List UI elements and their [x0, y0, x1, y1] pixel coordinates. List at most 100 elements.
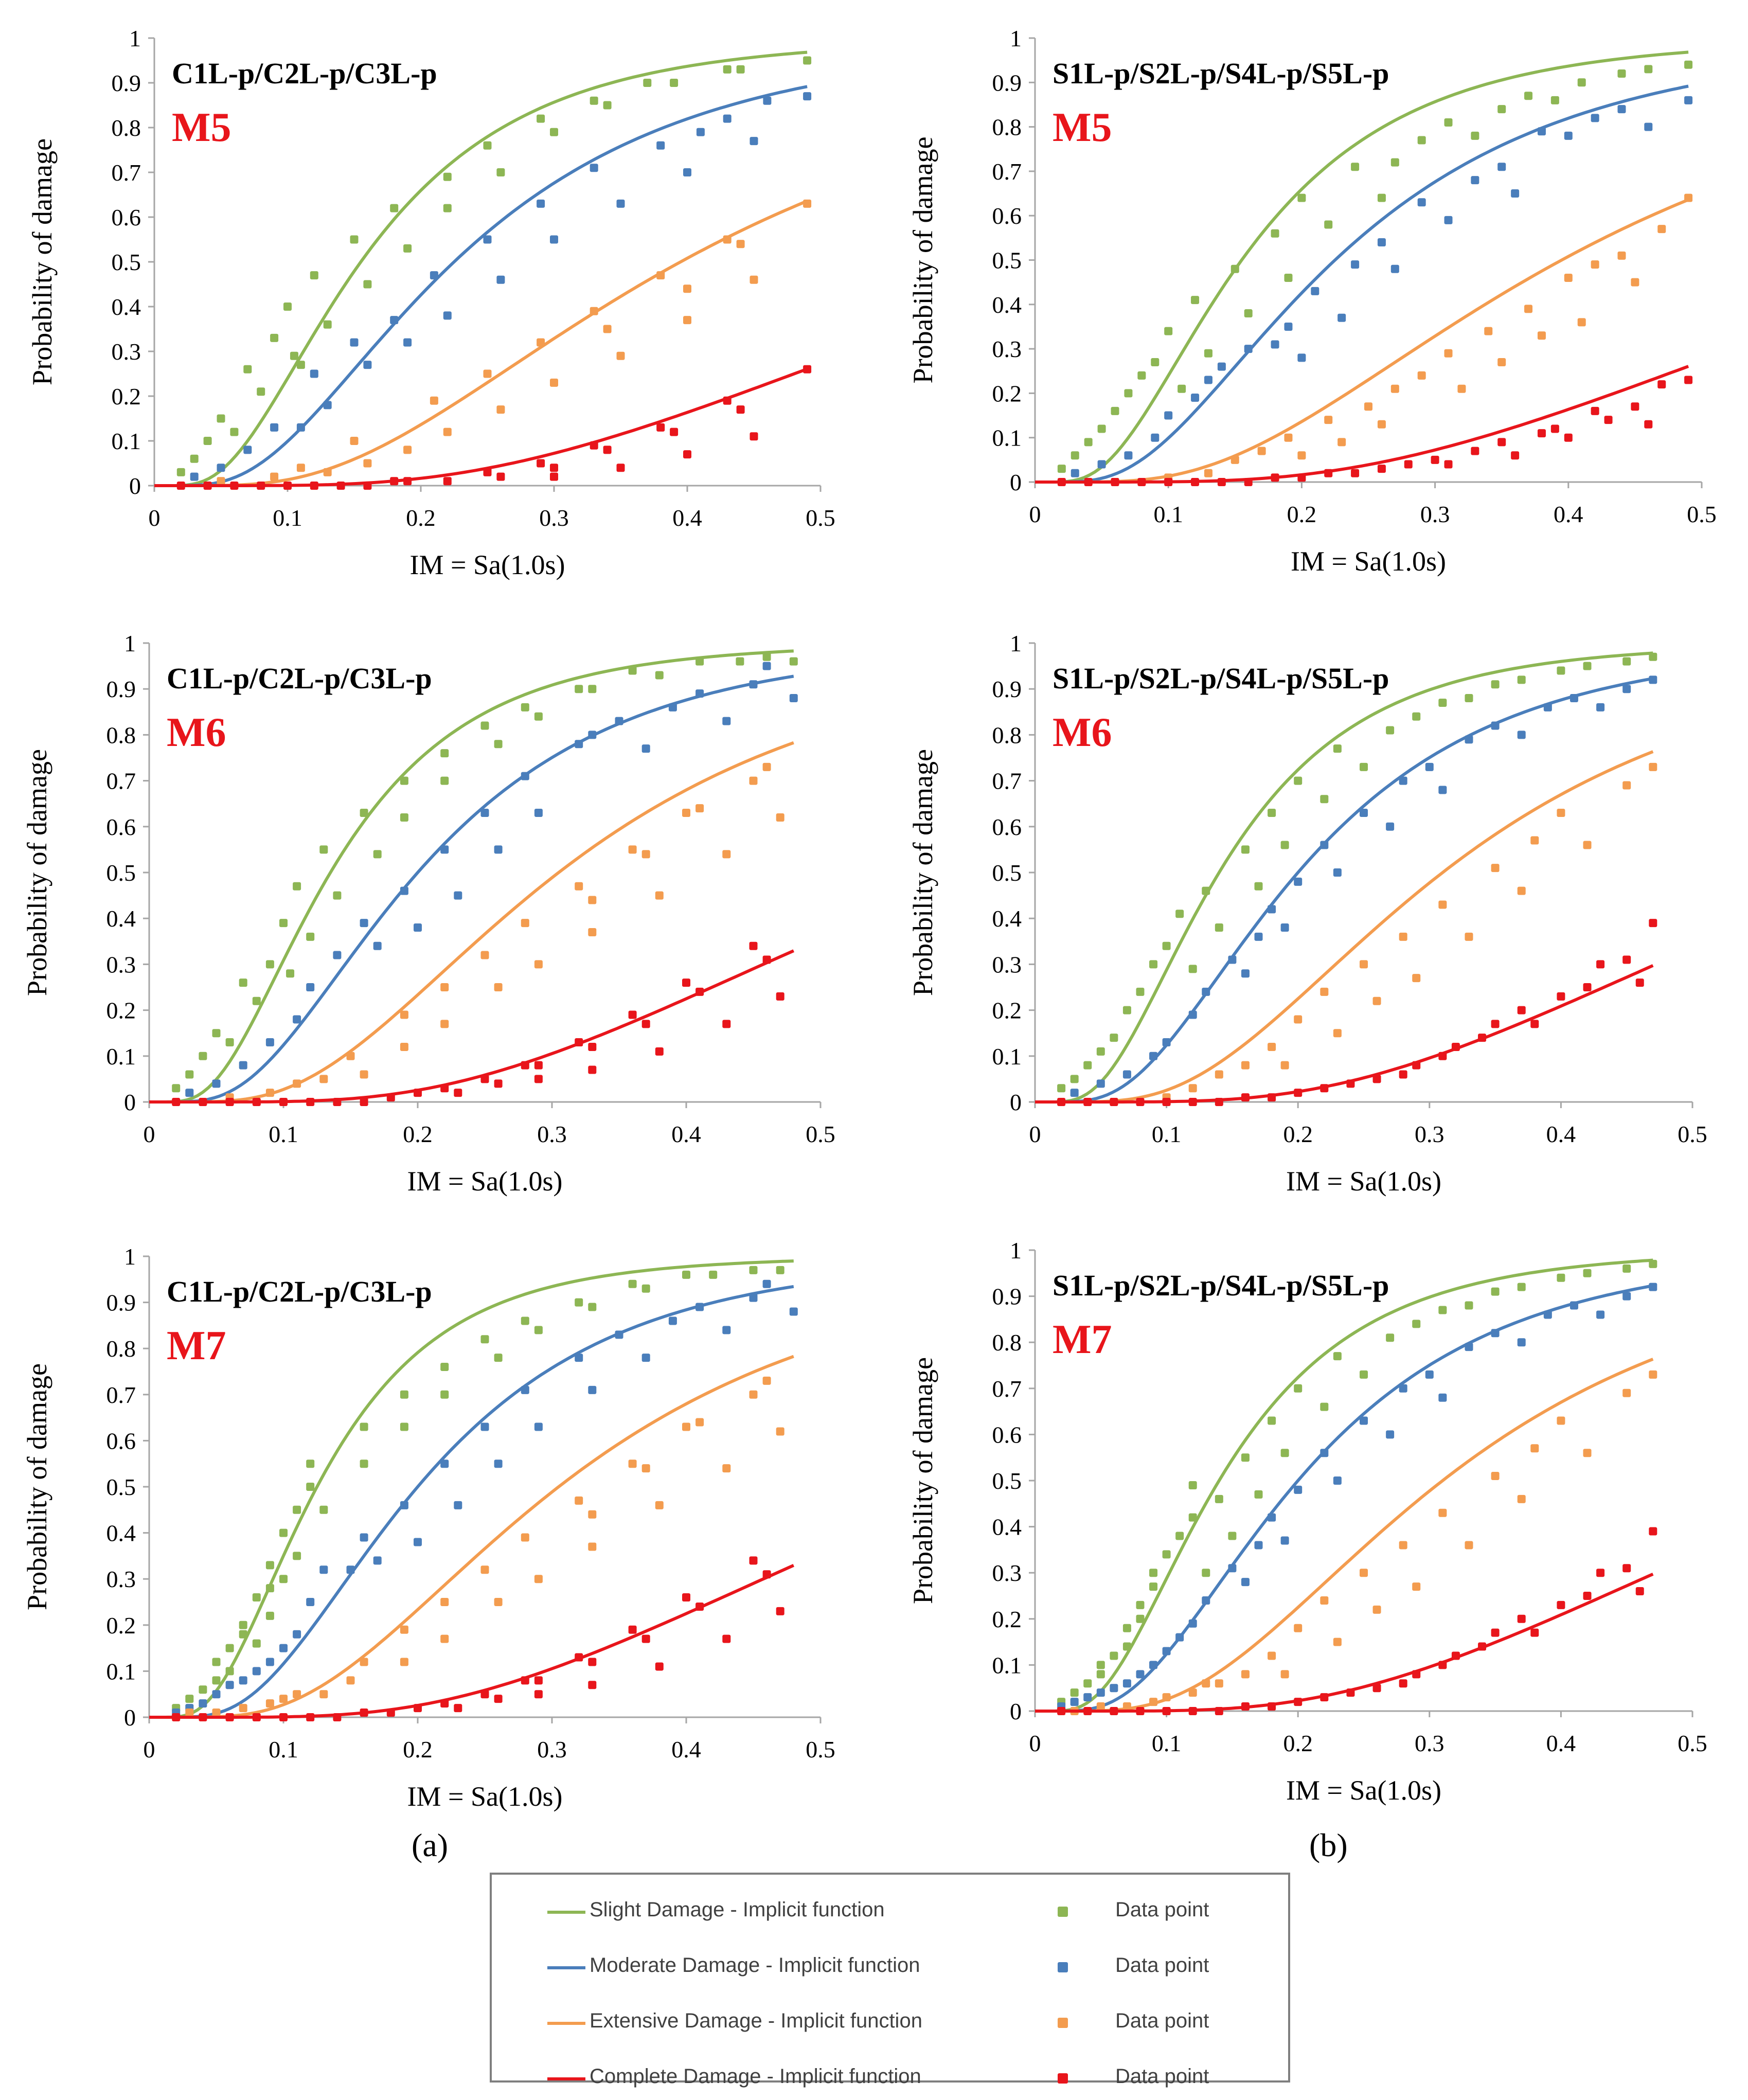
data-point-complete: [494, 1079, 503, 1088]
data-point-moderate: [575, 740, 583, 749]
y-tick-label: 0.7: [992, 1376, 1022, 1402]
data-point-complete: [683, 450, 691, 459]
data-point-moderate: [615, 717, 623, 725]
data-point-complete: [641, 1020, 650, 1028]
data-point-complete: [483, 468, 492, 476]
x-tick-label: 0.4: [672, 505, 702, 531]
chart-1: 0 0.1 0.2 0.3 0.4 0.5 0.6 0.7 0.8 0.9 1 0 0.1 0.2 0.3 0…: [27, 25, 835, 580]
data-point-extensive: [1360, 960, 1368, 969]
data-point-slight: [265, 1561, 274, 1570]
data-point-moderate: [1297, 353, 1306, 362]
chart-subtitle: M6: [167, 710, 226, 755]
data-point-moderate: [350, 338, 359, 347]
data-point-complete: [655, 1047, 664, 1056]
data-point-extensive: [239, 1704, 247, 1713]
data-point-slight: [1622, 657, 1631, 666]
data-point-extensive: [1649, 1370, 1657, 1379]
data-point-extensive: [1491, 1472, 1500, 1481]
data-point-moderate: [1122, 1679, 1131, 1688]
data-point-complete: [1294, 1089, 1303, 1097]
curve-extensive: [1035, 1358, 1654, 1713]
data-point-complete: [1491, 1628, 1500, 1637]
data-point-extensive: [776, 813, 784, 822]
data-point-extensive: [400, 1658, 408, 1666]
x-tick-label: 0.2: [1283, 1121, 1313, 1147]
data-point-extensive: [1280, 1670, 1289, 1679]
data-point-moderate: [480, 809, 489, 817]
y-axis-label: Probability of damage: [907, 749, 938, 996]
data-point-extensive: [403, 446, 412, 454]
data-point-slight: [776, 1266, 784, 1274]
chart-6: 0 0.1 0.2 0.3 0.4 0.5 0.6 0.7 0.8 0.9 1 0 0.1 0.2 0.3 0…: [907, 1237, 1707, 1806]
data-point-slight: [1188, 965, 1197, 973]
legend-line-complete: [547, 2077, 585, 2080]
legend-line-moderate: [547, 1966, 585, 1969]
chart-title: S1L-p/S2L-p/S4L-p/S5L-p: [1053, 57, 1389, 90]
data-point-slight: [1164, 327, 1173, 335]
data-point-complete: [722, 1634, 731, 1643]
y-axis-label: Probability of damage: [22, 749, 52, 996]
data-point-complete: [1471, 447, 1479, 455]
data-point-moderate: [360, 919, 368, 928]
data-point-slight: [293, 1505, 301, 1514]
y-axis-label: Probability of damage: [907, 137, 938, 384]
data-point-slight: [736, 65, 745, 74]
data-point-moderate: [1491, 721, 1500, 730]
data-point-extensive: [400, 1625, 408, 1634]
data-point-slight: [296, 361, 305, 369]
data-point-slight: [265, 1584, 274, 1593]
data-point-moderate: [534, 809, 543, 817]
data-point-extensive: [360, 1070, 368, 1079]
data-point-slight: [1294, 776, 1303, 785]
data-point-slight: [1096, 1661, 1105, 1669]
data-point-extensive: [440, 1598, 449, 1606]
data-point-slight: [1524, 92, 1533, 100]
x-tick-label: 0.5: [1687, 501, 1717, 527]
data-point-moderate: [310, 369, 318, 378]
data-point-slight: [230, 428, 239, 436]
data-point-extensive: [323, 468, 332, 476]
data-point-extensive: [212, 1709, 221, 1717]
data-point-moderate: [1417, 198, 1426, 207]
data-point-extensive: [1241, 1670, 1250, 1679]
curve-slight: [1035, 651, 1653, 1104]
data-point-complete: [534, 1676, 543, 1685]
legend-dot-label-slight: Data point: [1115, 1898, 1209, 1921]
data-point-moderate: [1569, 1301, 1578, 1310]
data-point-extensive: [537, 338, 545, 347]
data-point-slight: [400, 1390, 408, 1399]
data-point-moderate: [1149, 1661, 1158, 1669]
data-point-moderate: [400, 886, 408, 895]
data-point-extensive: [1372, 996, 1381, 1005]
data-point-complete: [1372, 1684, 1381, 1693]
data-point-complete: [252, 1098, 261, 1106]
data-point-moderate: [239, 1676, 247, 1685]
data-point-complete: [1084, 478, 1093, 486]
data-point-slight: [588, 1303, 597, 1311]
data-point-moderate: [440, 845, 449, 854]
y-tick-label: 1: [1010, 25, 1022, 51]
data-point-complete: [590, 441, 598, 450]
data-point-extensive: [496, 405, 505, 414]
x-tick-label: 0.4: [1546, 1730, 1576, 1756]
x-tick-label: 0: [1029, 1121, 1041, 1147]
data-point-complete: [454, 1089, 462, 1097]
data-point-slight: [1412, 712, 1421, 721]
data-point-slight: [1390, 158, 1399, 167]
data-point-moderate: [1649, 1283, 1657, 1291]
x-tick-label: 0: [1029, 1730, 1041, 1756]
y-tick-label: 0.1: [112, 428, 141, 454]
data-point-moderate: [1191, 394, 1200, 402]
data-point-extensive: [279, 1695, 288, 1703]
data-point-moderate: [521, 1385, 529, 1394]
data-point-slight: [1175, 910, 1184, 918]
data-point-complete: [1320, 1693, 1329, 1702]
data-point-slight: [628, 666, 637, 675]
data-point-slight: [1268, 809, 1276, 817]
data-point-moderate: [1164, 411, 1173, 420]
data-point-extensive: [265, 1699, 274, 1708]
data-point-extensive: [723, 235, 732, 244]
data-point-complete: [1604, 416, 1613, 424]
data-point-complete: [172, 1713, 181, 1721]
data-point-complete: [283, 482, 292, 490]
